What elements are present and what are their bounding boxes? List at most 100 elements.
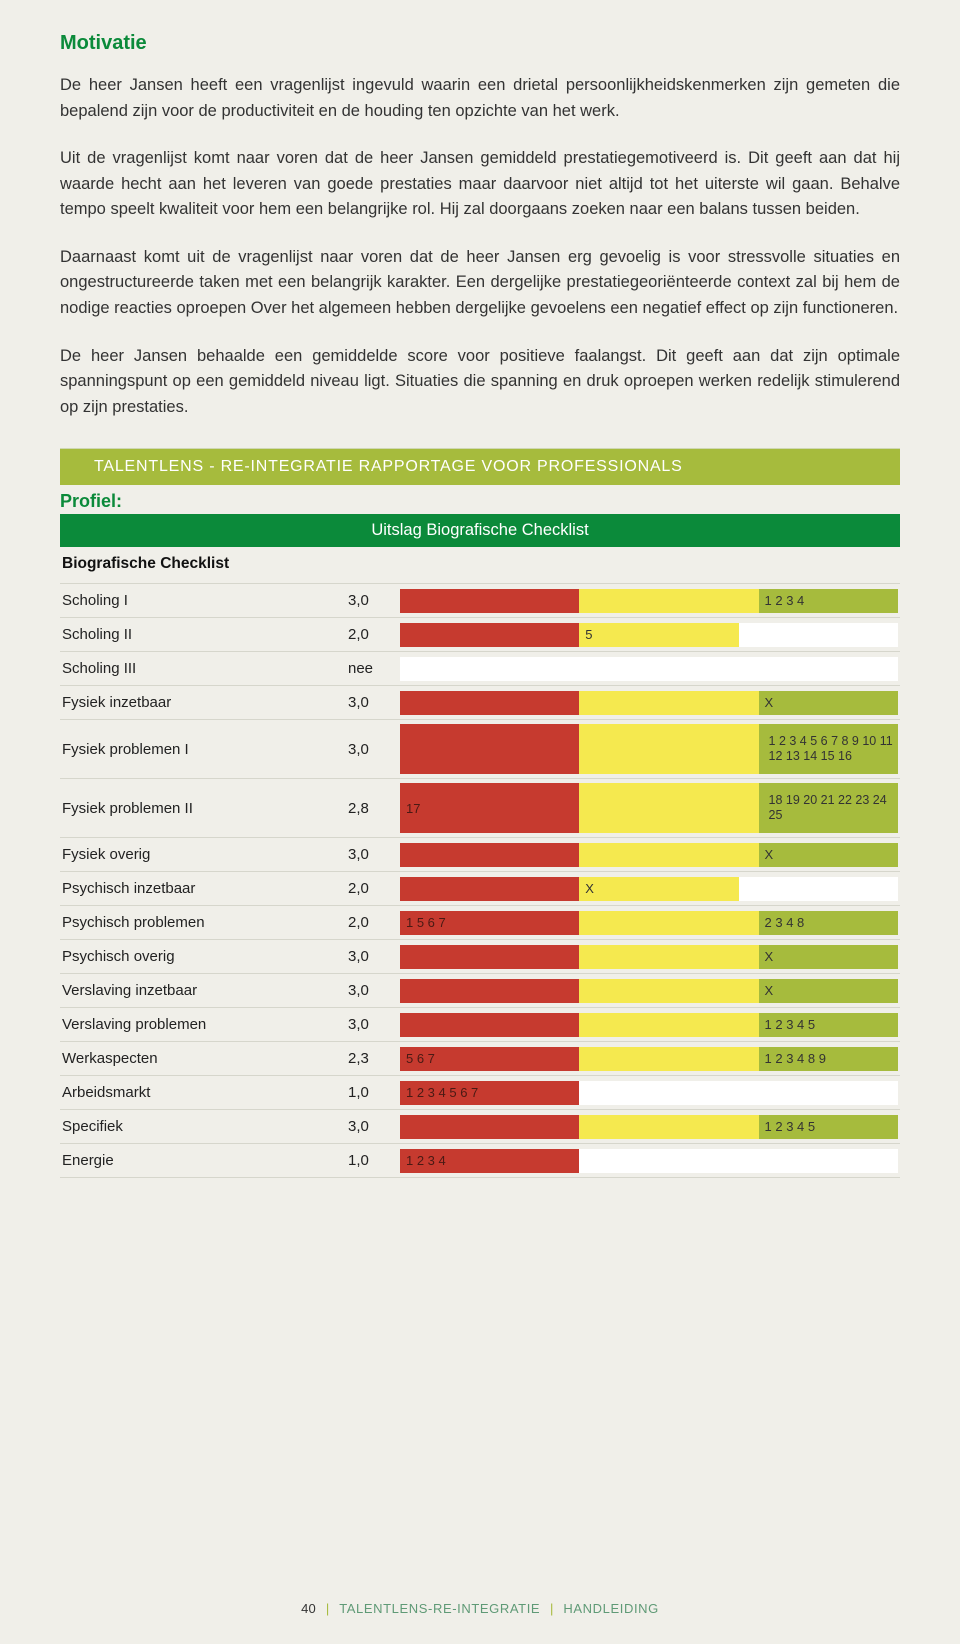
bar-segment-text: 18 19 20 21 22 23 24 25 <box>765 791 898 826</box>
checklist-table: Scholing I3,01 2 3 4Scholing II2,05Schol… <box>60 584 900 1178</box>
table-row: Werkaspecten2,35 6 7 1 2 3 4 8 9 <box>60 1042 900 1076</box>
bar-segment-text: X <box>585 881 594 896</box>
bar-segment-text: 1 2 3 4 <box>765 593 805 608</box>
row-value: 3,0 <box>340 720 398 779</box>
row-value: 3,0 <box>340 940 398 974</box>
bar-track: 1 5 6 7 2 3 4 8 <box>400 911 898 935</box>
row-label: Scholing III <box>60 652 340 686</box>
row-bar-cell: 1 2 3 4 5 <box>398 1008 900 1042</box>
bar-segment-text: 1 2 3 4 5 <box>765 1119 816 1134</box>
bar-segment-olive: X <box>759 843 898 867</box>
bar-segment-olive: 1 2 3 4 <box>759 589 898 613</box>
row-value: 3,0 <box>340 1110 398 1144</box>
row-bar-cell: 1 2 3 4 5 <box>398 1110 900 1144</box>
paragraph-2: Uit de vragenlijst komt naar voren dat d… <box>60 146 900 223</box>
bar-segment-yellow <box>579 724 758 774</box>
row-label: Energie <box>60 1144 340 1178</box>
row-label: Arbeidsmarkt <box>60 1076 340 1110</box>
row-value: 2,0 <box>340 872 398 906</box>
bar-segment-olive: X <box>759 945 898 969</box>
bar-segment-red <box>400 945 579 969</box>
row-label: Psychisch overig <box>60 940 340 974</box>
bar-segment-yellow <box>579 589 758 613</box>
row-value: 2,0 <box>340 906 398 940</box>
table-row: Fysiek problemen II2,81718 19 20 21 22 2… <box>60 779 900 838</box>
bar-segment-red <box>400 1013 579 1037</box>
bar-segment-red: 1 5 6 7 <box>400 911 579 935</box>
row-bar-cell: 1 2 3 4 5 6 7 <box>398 1076 900 1110</box>
bar-segment-yellow <box>579 1115 758 1139</box>
row-value: 3,0 <box>340 584 398 618</box>
bar-segment-olive: X <box>759 979 898 1003</box>
footer-separator-icon: | <box>544 1601 560 1616</box>
row-bar-cell: X <box>398 686 900 720</box>
bar-segment-yellow: 5 <box>579 623 738 647</box>
bar-segment-white <box>739 877 898 901</box>
bar-segment-text: 17 <box>406 801 420 816</box>
bar-track <box>400 657 898 681</box>
bar-segment-white <box>739 623 898 647</box>
row-value: 2,3 <box>340 1042 398 1076</box>
table-row: Energie1,01 2 3 4 <box>60 1144 900 1178</box>
bar-track: 1 2 3 4 5 6 7 <box>400 1081 898 1105</box>
row-label: Scholing I <box>60 584 340 618</box>
profiel-label: Profiel: <box>60 491 900 512</box>
table-subheader: Biografische Checklist <box>60 547 900 584</box>
bar-track: 5 <box>400 623 898 647</box>
bar-segment-text: 1 5 6 7 <box>406 915 446 930</box>
table-row: Scholing I3,0 1 2 3 4 <box>60 584 900 618</box>
row-bar-cell: X <box>398 872 900 906</box>
bar-segment-red <box>400 843 579 867</box>
bar-segment-red <box>400 724 579 774</box>
bar-segment-olive: 1 2 3 4 8 9 <box>759 1047 898 1071</box>
bar-segment-yellow <box>579 945 758 969</box>
bar-segment-olive: 1 2 3 4 5 6 7 8 9 10 11 12 13 14 15 16 <box>759 724 898 774</box>
bar-track: 1 2 3 4 <box>400 589 898 613</box>
bar-segment-olive: 2 3 4 8 <box>759 911 898 935</box>
row-label: Psychisch inzetbaar <box>60 872 340 906</box>
row-label: Werkaspecten <box>60 1042 340 1076</box>
row-value: 1,0 <box>340 1076 398 1110</box>
table-row: Psychisch overig3,0 X <box>60 940 900 974</box>
table-row: Verslaving inzetbaar3,0 X <box>60 974 900 1008</box>
row-label: Scholing II <box>60 618 340 652</box>
row-bar-cell: 1 2 3 4 <box>398 1144 900 1178</box>
bar-segment-yellow <box>579 911 758 935</box>
row-value: 3,0 <box>340 974 398 1008</box>
bar-track: 1 2 3 4 5 <box>400 1013 898 1037</box>
paragraph-3: Daarnaast komt uit de vragenlijst naar v… <box>60 245 900 322</box>
table-row: Fysiek inzetbaar3,0X <box>60 686 900 720</box>
row-value: nee <box>340 652 398 686</box>
bar-track: 5 6 7 1 2 3 4 8 9 <box>400 1047 898 1071</box>
table-row: Verslaving problemen3,01 2 3 4 5 <box>60 1008 900 1042</box>
bar-segment-olive: 18 19 20 21 22 23 24 25 <box>759 783 898 833</box>
row-label: Specifiek <box>60 1110 340 1144</box>
bar-segment-white <box>579 1081 898 1105</box>
table-row: Psychisch problemen2,0 1 5 6 7 2 3 4 8 <box>60 906 900 940</box>
row-label: Psychisch problemen <box>60 906 340 940</box>
row-bar-cell: 5 6 7 1 2 3 4 8 9 <box>398 1042 900 1076</box>
table-row: Specifiek3,0 1 2 3 4 5 <box>60 1110 900 1144</box>
row-value: 3,0 <box>340 838 398 872</box>
bar-segment-olive: 1 2 3 4 5 <box>759 1115 898 1139</box>
bar-segment-text: X <box>765 847 774 862</box>
row-bar-cell: 17 18 19 20 21 22 23 24 25 <box>398 779 900 838</box>
row-bar-cell: 5 <box>398 618 900 652</box>
bar-segment-red: 5 6 7 <box>400 1047 579 1071</box>
bar-track: 1 2 3 4 5 <box>400 1115 898 1139</box>
bar-segment-text: X <box>765 949 774 964</box>
bar-segment-white <box>579 1149 898 1173</box>
bar-segment-red <box>400 623 579 647</box>
row-label: Verslaving inzetbaar <box>60 974 340 1008</box>
row-bar-cell <box>398 652 900 686</box>
bar-segment-yellow <box>579 783 758 833</box>
bar-segment-yellow: X <box>579 877 738 901</box>
table-row: Fysiek problemen I3,01 2 3 4 5 6 7 8 9 1… <box>60 720 900 779</box>
bar-segment-red: 17 <box>400 783 579 833</box>
row-value: 2,8 <box>340 779 398 838</box>
row-value: 1,0 <box>340 1144 398 1178</box>
table-row: Arbeidsmarkt1,01 2 3 4 5 6 7 <box>60 1076 900 1110</box>
page-number: 40 <box>301 1601 316 1616</box>
bar-segment-text: 1 2 3 4 5 <box>765 1017 816 1032</box>
footer-separator-icon: | <box>320 1601 336 1616</box>
